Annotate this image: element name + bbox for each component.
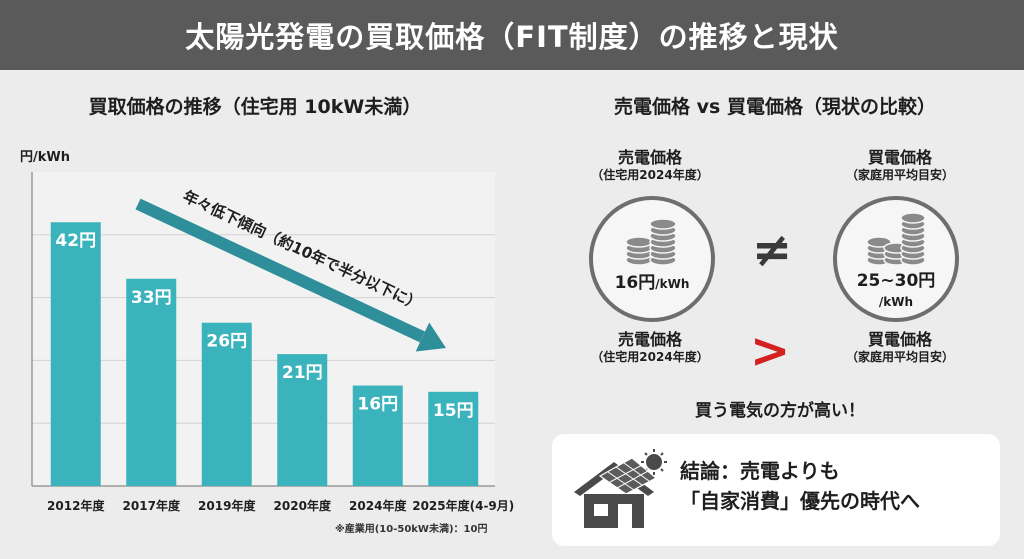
plot-area bbox=[32, 172, 495, 486]
comparison-note: 買う電気の方が高い！ bbox=[695, 401, 865, 421]
sell-unit: /kWh bbox=[655, 277, 690, 291]
buy-label: 買電価格 bbox=[867, 148, 932, 167]
sell-sub: （住宅用2024年度） bbox=[591, 350, 709, 364]
bar bbox=[428, 391, 479, 486]
page-title: 太陽光発電の買取価格（FIT制度）の推移と現状 bbox=[0, 0, 1024, 70]
bar bbox=[352, 385, 403, 486]
x-tick-label: 2024年度 bbox=[349, 498, 407, 513]
bar-value-label: 15円 bbox=[433, 401, 474, 421]
comparison-title: 売電価格 vs 買電価格（現状の比較） bbox=[614, 96, 936, 118]
sell-label-bottom: 売電価格 （住宅用2024年度） bbox=[575, 330, 725, 365]
buy-unit: /kWh bbox=[878, 294, 914, 309]
sell-label-top: 売電価格 （住宅用2024年度） bbox=[575, 148, 725, 183]
buy-amount-block: 25~30円 /kWh bbox=[837, 271, 955, 311]
sell-label: 売電価格 bbox=[617, 148, 682, 167]
bar-value-label: 26円 bbox=[206, 332, 247, 352]
conclusion-box: 結論：売電よりも 「自家消費」優先の時代へ bbox=[552, 434, 1000, 546]
buy-label-bottom: 買電価格 （家庭用平均目安） bbox=[820, 330, 980, 365]
x-tick-label: 2017年度 bbox=[123, 498, 181, 513]
trend-arrow-head bbox=[415, 322, 446, 352]
trend-arrow-shaft bbox=[135, 198, 425, 343]
greater-than-symbol: > bbox=[750, 323, 791, 379]
bar-value-label: 16円 bbox=[357, 395, 398, 415]
bar bbox=[277, 354, 328, 486]
sun-icon bbox=[641, 449, 667, 475]
not-equal-symbol: ≠ bbox=[752, 222, 793, 278]
conclusion-text: 結論：売電よりも 「自家消費」優先の時代へ bbox=[680, 456, 920, 516]
buy-label-top: 買電価格 （家庭用平均目安） bbox=[820, 148, 980, 183]
buy-label: 買電価格 bbox=[867, 330, 932, 349]
bar-value-label: 21円 bbox=[282, 363, 323, 383]
x-tick-label: 2025年度(4-9月) bbox=[412, 498, 514, 513]
conclusion-line-1: 結論：売電よりも bbox=[680, 459, 840, 483]
bar bbox=[126, 278, 177, 486]
bar bbox=[50, 222, 101, 487]
y-axis-unit: 円/kWh bbox=[20, 150, 70, 165]
bar-value-label: 33円 bbox=[131, 288, 172, 308]
sell-amount: 16円 bbox=[614, 273, 656, 293]
buy-sub: （家庭用平均目安） bbox=[845, 168, 954, 182]
x-tick-label: 2019年度 bbox=[198, 498, 256, 513]
buy-sub: （家庭用平均目安） bbox=[845, 350, 954, 364]
x-tick-label: 2020年度 bbox=[274, 498, 332, 513]
x-tick-label: 2012年度 bbox=[47, 498, 105, 513]
chart-title: 買取価格の推移（住宅用 10kW未満） bbox=[88, 96, 422, 118]
coins-icon bbox=[866, 212, 926, 266]
buy-price-circle: 25~30円 /kWh bbox=[833, 196, 959, 322]
bar-value-label: 42円 bbox=[55, 231, 96, 251]
conclusion-line-2: 「自家消費」優先の時代へ bbox=[680, 489, 920, 513]
bar-chart: 42円 2012年度 33円 2017年度 26円 2019年度 21円 2020年度 16円 2… bbox=[31, 172, 514, 513]
sell-sub: （住宅用2024年度） bbox=[591, 168, 709, 182]
sell-price-circle: 16円/kWh bbox=[589, 196, 715, 322]
sell-amount-row: 16円/kWh bbox=[593, 273, 711, 294]
bar bbox=[201, 322, 252, 486]
buy-amount: 25~30円 bbox=[856, 271, 936, 291]
coins-icon bbox=[625, 218, 677, 266]
chart-footnote: ※産業用(10-50kW未満)：10円 bbox=[335, 524, 488, 535]
house-solar-icon bbox=[574, 449, 667, 528]
sell-label: 売電価格 bbox=[617, 330, 682, 349]
